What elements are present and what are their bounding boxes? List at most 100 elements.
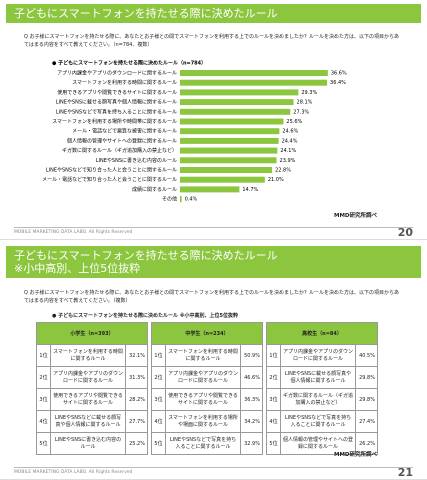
table: 小学生（n=393） 中学生（n=234） 高校生（n=84） 1位 スマートフォンを利… — [36, 322, 378, 455]
rule: LINEやSNSなどに載せる顔写真や個人情報に関するルール — [50, 410, 126, 433]
slide-title: 子どもにスマートフォンを持たせる際に決めたルール — [6, 4, 421, 23]
value-label: 36.4% — [330, 80, 346, 86]
group-header: 中学生（n=234） — [151, 322, 263, 345]
percent: 46.6% — [240, 366, 263, 389]
value-label: 28.1% — [297, 100, 313, 106]
bar — [180, 147, 278, 154]
bar — [180, 70, 328, 76]
rank: 3位 — [266, 388, 281, 411]
bar — [180, 79, 328, 86]
bar — [180, 108, 291, 115]
rank: 1位 — [36, 344, 51, 367]
bar — [180, 99, 294, 106]
category-label: 個人情報の管理やサイトへの登録に関するルール — [67, 137, 177, 144]
rank: 2位 — [151, 366, 166, 389]
category-label: スマートフォンを利用する時間に関するルール — [72, 79, 177, 86]
percent: 36.3% — [240, 388, 263, 411]
slide: 子どもにスマートフォンを持たせる際に決めたルール ※小中高別、上位5位抜粋 Q … — [0, 240, 427, 480]
category-label: 使用できるアプリや閲覧できるサイトに関するルール — [57, 89, 177, 96]
table-row: 2位 アプリ内課金やアプリのダウンロードに関するルール 31.3% 2位 アプリ内課金や… — [36, 366, 378, 389]
value-label: 24.1% — [280, 148, 296, 154]
table-row: 5位 LINEやSNSに書き込む内容のルール 25.2% 5位 LINEやSNSなどで写… — [36, 432, 378, 455]
category-label: スマートフォンを利用する場所や時間帯に関するルール — [52, 118, 177, 125]
percent: 32.1% — [125, 344, 148, 367]
footer: MOBILE MARKETING DATA LABO. All Rights R… — [14, 467, 413, 475]
bar — [180, 128, 280, 135]
group-header: 高校生（n=84） — [266, 322, 378, 345]
value-label: 22.8% — [275, 168, 291, 174]
rule: スマートフォンを利用する時間に関するルール — [50, 344, 126, 367]
slide-subtitle: ※小中高別、上位5位抜粋 — [14, 262, 141, 275]
rule: 使用できるアプリや閲覧できるサイトに関するルール — [50, 388, 126, 411]
category-label: LINEやSNSなどで写真を持ち入ることに関するルール — [56, 108, 177, 115]
chart: ● 子どもにスマートフォンを持たせる際に決めたルール（n=784） アプリ内課金… — [42, 60, 347, 203]
rule: スマートフォンを利用する場所や場面に関するルール — [165, 410, 241, 433]
table-title: ● 子どもにスマートフォンを持たせる際に決めたルール ※小中高別、上位5位抜粋 — [52, 313, 239, 319]
rank: 3位 — [36, 388, 51, 411]
value-label: 14.7% — [242, 187, 258, 193]
footer: MOBILE MARKETING DATA LABO. All Rights R… — [14, 227, 413, 235]
category-label: その他 — [162, 196, 177, 203]
rank: 4位 — [151, 410, 166, 433]
value-label: 36.6% — [331, 71, 347, 77]
header-row: 小学生（n=393） 中学生（n=234） 高校生（n=84） — [36, 322, 378, 345]
value-label: 29.3% — [301, 90, 317, 96]
category-label: メール・電話などで悪質な被害に関するルール — [72, 128, 177, 135]
percent: 29.8% — [355, 366, 378, 389]
question: Q お子様にスマートフォンを持たせる際に、あなたとお子様との間でスマートフォンを… — [24, 290, 400, 304]
rule: LINEやSNSに書き込む内容のルール — [50, 432, 126, 455]
table-row: 3位 使用できるアプリや閲覧できるサイトに関するルール 28.2% 3位 使用できるアプ… — [36, 388, 378, 411]
chart-title: ● 子どもにスマートフォンを持たせる際に決めたルール（n=784） — [52, 60, 206, 67]
percent: 32.9% — [240, 432, 263, 455]
value-label: 27.3% — [293, 109, 309, 115]
rank: 2位 — [36, 366, 51, 389]
rule: LINEやSNSに載せる顔写真や個人情報に関するルール — [280, 366, 356, 389]
category-label: LINEやSNSなどで知り合った人と会うことに関するルール — [46, 167, 177, 174]
credit: MMD研究所調べ — [333, 213, 377, 219]
bar — [180, 89, 299, 96]
percent: 29.8% — [355, 388, 378, 411]
bar — [180, 118, 284, 125]
rule: ギガ数に関するルール（ギガ追加購入の禁止など） — [280, 388, 356, 411]
slide: 子どもにスマートフォンを持たせる際に決めたルール Q お子様にスマートフォンを持… — [0, 4, 427, 240]
slide-title: 子どもにスマートフォンを持たせる際に決めたルール — [14, 249, 278, 262]
rule: 個人情報の管理やサイトへの登録に関するルール — [280, 432, 356, 455]
category-label: 成績に関するルール — [132, 186, 177, 193]
rank: 2位 — [266, 366, 281, 389]
rule: LINEやSNSなどで写真を持ち入ることに関するルール — [280, 410, 356, 433]
group-header: 小学生（n=393） — [36, 322, 148, 345]
percent: 26.2% — [355, 432, 378, 455]
percent: 25.2% — [125, 432, 148, 455]
question: Q お子様にスマートフォンを持たせる際に、あなたとお子様との間でスマートフォンを… — [24, 34, 400, 48]
bar — [180, 176, 265, 183]
rank: 5位 — [151, 432, 166, 455]
page-number: 21 — [397, 466, 413, 479]
percent: 31.3% — [125, 366, 148, 389]
category-label: メール・電話などで知り合った人と会うことに関するルール — [42, 176, 177, 183]
table-row: 4位 LINEやSNSなどに載せる顔写真や個人情報に関するルール 27.7% 4位 スマ… — [36, 410, 378, 433]
rule: アプリ内課金やアプリのダウンロードに関するルール — [165, 366, 241, 389]
slide-title-box: 子どもにスマートフォンを持たせる際に決めたルール ※小中高別、上位5位抜粋 — [6, 246, 421, 278]
page-number: 20 — [397, 226, 413, 239]
category-label: LINEやSNSに書き込む内容のルール — [96, 157, 177, 164]
value-label: 24.4% — [282, 138, 298, 144]
percent: 50.9% — [240, 344, 263, 367]
category-label: ギガ数に関するルール（ギガ追加購入の禁止など） — [62, 147, 177, 154]
bar — [180, 186, 240, 193]
rule: スマートフォンを利用する時間に関するルール — [165, 344, 241, 367]
bar — [180, 157, 277, 164]
rank: 1位 — [151, 344, 166, 367]
rank: 5位 — [266, 432, 281, 455]
percent: 27.7% — [125, 410, 148, 433]
rank: 4位 — [36, 410, 51, 433]
value-label: 21.0% — [268, 177, 284, 183]
percent: 27.4% — [355, 410, 378, 433]
value-label: 0.4% — [185, 197, 198, 203]
bar — [180, 167, 273, 173]
rank: 4位 — [266, 410, 281, 433]
rank: 5位 — [36, 432, 51, 455]
value-label: 24.6% — [282, 129, 298, 135]
rule: アプリ内課金やアプリのダウンロードに関するルール — [280, 344, 356, 367]
rule: LINEやSNSなどで写真を持ち入ることに関するルール — [165, 432, 241, 455]
